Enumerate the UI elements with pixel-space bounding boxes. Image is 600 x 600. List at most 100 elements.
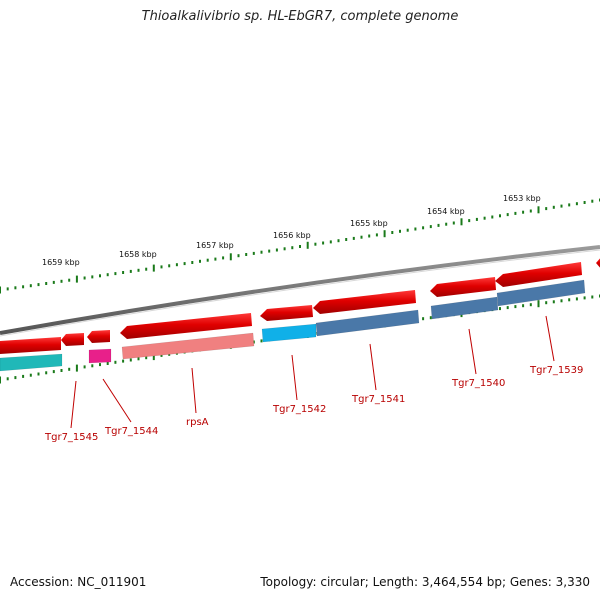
outer-ruler-minor-tick	[91, 275, 94, 279]
outer-ruler-minor-tick	[114, 272, 117, 276]
forward-feature[interactable]	[120, 313, 252, 339]
outer-ruler-minor-tick	[483, 216, 486, 220]
outer-ruler-minor-tick	[422, 226, 425, 230]
forward-strand-track	[0, 256, 600, 354]
outer-ruler-minor-tick	[445, 222, 448, 226]
outer-ruler-major-tick	[152, 264, 155, 272]
forward-feature[interactable]	[495, 262, 582, 287]
inner-ruler-minor-tick	[545, 301, 548, 305]
tick-label-1655: 1655 kbp	[350, 219, 388, 228]
outer-ruler-minor-tick	[237, 254, 240, 258]
outer-ruler-minor-tick	[452, 221, 455, 225]
outer-ruler-major-tick	[229, 253, 232, 261]
outer-ruler-minor-tick	[29, 284, 32, 288]
outer-ruler-minor-tick	[145, 267, 148, 271]
inner-ruler-minor-tick	[45, 371, 48, 375]
gene-tgr7-1539[interactable]	[496, 279, 586, 307]
gene-label-tgr7-1542: Tgr7_1542	[272, 404, 326, 415]
outer-ruler-minor-tick	[337, 239, 340, 243]
leader-line-tgr7-1545	[70, 380, 77, 429]
outer-ruler-minor-tick	[575, 202, 578, 206]
outer-ruler-minor-tick	[322, 241, 325, 245]
gene-tgr7-1541[interactable]	[315, 309, 420, 337]
outer-ruler-minor-tick	[522, 210, 525, 214]
genome-summary-text: Topology: circular; Length: 3,464,554 bp…	[260, 575, 590, 589]
outer-ruler-minor-tick	[37, 283, 40, 287]
forward-feature[interactable]	[260, 305, 313, 321]
outer-tick-ruler	[0, 198, 600, 294]
inner-ruler-minor-tick	[529, 303, 532, 307]
outer-ruler-minor-tick	[137, 268, 140, 272]
inner-ruler-major-tick	[152, 353, 155, 361]
outer-ruler-minor-tick	[222, 256, 225, 260]
inner-ruler-major-tick	[75, 364, 78, 372]
inner-ruler-minor-tick	[122, 359, 125, 363]
outer-ruler-minor-tick	[414, 227, 417, 231]
forward-feature[interactable]	[313, 290, 416, 314]
inner-ruler-minor-tick	[429, 316, 432, 320]
tick-label-1657: 1657 kbp	[196, 241, 234, 250]
inner-ruler-minor-tick	[114, 360, 117, 364]
outer-ruler-minor-tick	[52, 280, 55, 284]
outer-ruler-minor-tick	[214, 257, 217, 261]
outer-ruler-minor-tick	[245, 253, 248, 256]
outer-ruler-major-tick	[383, 230, 386, 238]
outer-ruler-minor-tick	[129, 269, 132, 273]
inner-ruler-minor-tick	[22, 374, 25, 378]
forward-feature[interactable]	[0, 337, 61, 354]
inner-ruler-minor-tick	[106, 362, 109, 365]
outer-ruler-major-tick	[306, 241, 309, 249]
outer-ruler-minor-tick	[268, 249, 271, 253]
outer-ruler-minor-tick	[429, 225, 432, 229]
inner-ruler-minor-tick	[129, 358, 132, 362]
tick-label-1656: 1656 kbp	[273, 231, 311, 240]
outer-ruler-minor-tick	[199, 259, 201, 263]
outer-ruler-minor-tick	[468, 219, 471, 223]
gene-tgr7-1542[interactable]	[261, 323, 317, 343]
outer-ruler-minor-tick	[122, 271, 125, 274]
tick-label-1654: 1654 kbp	[427, 207, 465, 216]
gene-tgr7-1544[interactable]	[88, 348, 112, 364]
gene-label-tgr7-1541: Tgr7_1541	[351, 394, 405, 405]
gene-rpsa[interactable]	[121, 332, 255, 360]
outer-ruler-minor-tick	[499, 214, 501, 218]
outer-ruler-minor-tick	[175, 263, 178, 267]
outer-ruler-minor-tick	[106, 273, 109, 277]
inner-ruler-minor-tick	[506, 306, 509, 310]
gene-tgr7-1540[interactable]	[430, 296, 499, 320]
leader-line-tgr7-1539	[545, 315, 555, 362]
forward-feature[interactable]	[87, 330, 110, 343]
forward-feature[interactable]	[430, 277, 496, 297]
outer-ruler-major-tick	[537, 206, 540, 214]
inner-ruler-minor-tick	[52, 370, 55, 374]
outer-ruler-minor-tick	[491, 215, 494, 219]
leader-line-tgr7-1541	[369, 343, 377, 391]
outer-ruler-minor-tick	[560, 204, 563, 208]
outer-ruler-minor-tick	[299, 245, 301, 248]
outer-ruler-minor-tick	[506, 213, 509, 217]
outer-ruler-minor-tick	[283, 247, 286, 251]
forward-feature[interactable]	[61, 333, 84, 346]
inner-ruler-minor-tick	[499, 307, 501, 311]
gene-label-tgr7-1539: Tgr7_1539	[529, 365, 583, 376]
outer-ruler-minor-tick	[399, 229, 401, 233]
outer-ruler-minor-tick	[168, 264, 171, 268]
inner-ruler-minor-tick	[137, 357, 140, 361]
outer-ruler-minor-tick	[45, 282, 48, 285]
genome-backbone-outer	[0, 245, 600, 335]
outer-ruler-minor-tick	[391, 231, 394, 234]
gene-label-tgr7-1540: Tgr7_1540	[451, 378, 505, 389]
outer-ruler-minor-tick	[352, 236, 355, 240]
leader-line-rpsa	[191, 367, 197, 414]
genome-backbone-inner	[0, 249, 600, 337]
outer-ruler-minor-tick	[260, 250, 263, 254]
outer-ruler-minor-tick	[183, 262, 186, 266]
outer-ruler-major-tick	[0, 286, 1, 294]
inner-ruler-minor-tick	[83, 365, 86, 369]
forward-feature[interactable]	[596, 256, 600, 270]
gene-label-tgr7-1544: Tgr7_1544	[104, 426, 158, 437]
outer-ruler-minor-tick	[60, 279, 63, 283]
outer-ruler-minor-tick	[6, 287, 9, 291]
gene-tgr7-1545[interactable]	[0, 353, 63, 372]
